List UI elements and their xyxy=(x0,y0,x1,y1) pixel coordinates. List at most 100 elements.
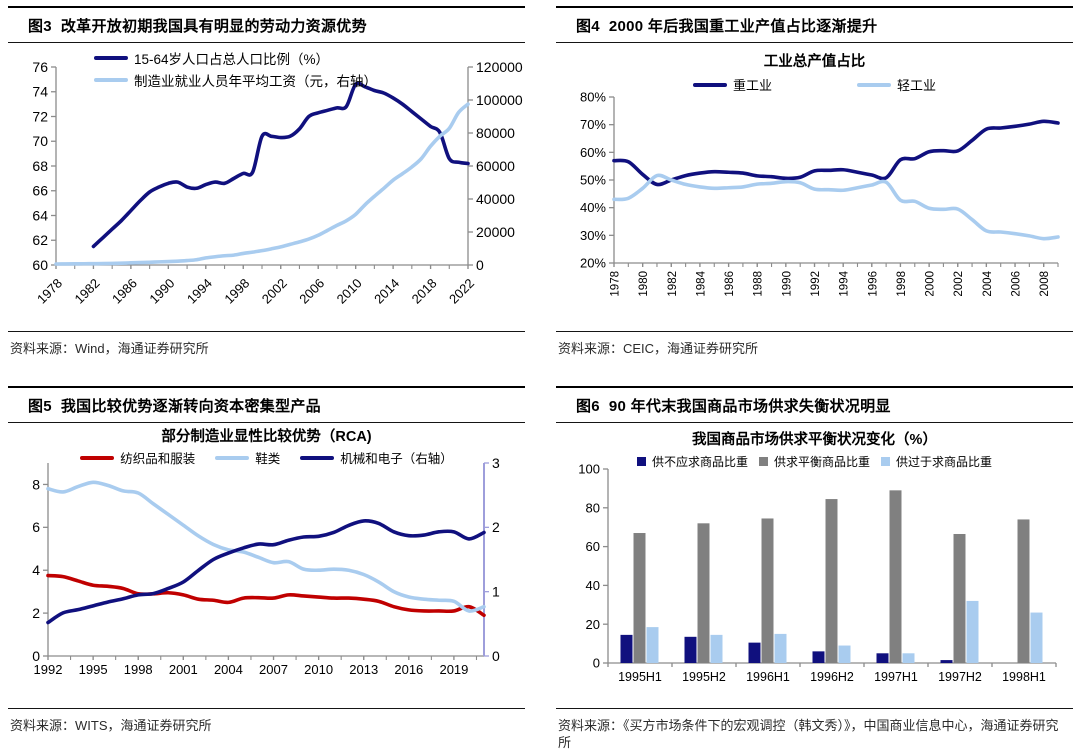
svg-text:2019: 2019 xyxy=(439,662,468,677)
figure-5-legend: 纺织品和服装 鞋类 机械和电子（右轴） xyxy=(8,448,525,467)
figure-6-source-note: 资料来源：《买方市场条件下的宏观调控（韩文秀）》，中国商业信息中心，海通证券研究… xyxy=(558,718,1059,750)
svg-text:2016: 2016 xyxy=(394,662,423,677)
svg-text:1982: 1982 xyxy=(72,276,103,307)
svg-text:70%: 70% xyxy=(580,117,606,132)
svg-text:40: 40 xyxy=(586,578,600,593)
figure-6-legend: 供不应求商品比重 供求平衡商品比重 供过于求商品比重 xyxy=(556,453,1073,470)
svg-text:0: 0 xyxy=(476,257,484,273)
svg-text:20: 20 xyxy=(586,617,600,632)
svg-text:1: 1 xyxy=(492,584,500,600)
svg-text:2: 2 xyxy=(32,605,40,621)
chart-bottom-rule xyxy=(556,331,1073,332)
svg-text:2002: 2002 xyxy=(259,276,290,307)
figure-6-chart-svg: 0 20 40 60 80 100 1995H1 1995H2 1996H1 1996H2 1997… xyxy=(578,462,1057,684)
svg-text:0: 0 xyxy=(593,656,600,671)
svg-text:74: 74 xyxy=(32,84,48,100)
svg-text:1996H1: 1996H1 xyxy=(746,670,790,684)
figure-5-chart: 0 2 4 6 8 0 1 2 3 1992 1995 1998 2001 2004 2007 2010 201… xyxy=(8,423,525,708)
svg-text:50%: 50% xyxy=(580,173,606,188)
title-divider xyxy=(8,422,525,423)
svg-text:1998: 1998 xyxy=(896,271,908,297)
legend-swatch-icon xyxy=(857,82,891,87)
svg-text:100000: 100000 xyxy=(476,92,523,108)
svg-text:1992: 1992 xyxy=(810,271,822,297)
svg-text:2001: 2001 xyxy=(169,662,198,677)
legend-item: 机械和电子（右轴） xyxy=(300,448,453,467)
title-divider xyxy=(556,42,1073,43)
legend-label: 供过于求商品比重 xyxy=(896,455,993,469)
svg-text:8: 8 xyxy=(32,476,40,492)
chart-title: 我国商品市场供求平衡状况变化（%） xyxy=(692,432,937,448)
legend-item: 轻工业 xyxy=(857,75,936,94)
svg-text:1998: 1998 xyxy=(221,276,252,307)
svg-text:72: 72 xyxy=(32,108,48,124)
svg-text:1995H2: 1995H2 xyxy=(682,670,726,684)
panel-top-rule xyxy=(8,6,525,8)
legend-item: 供不应求商品比重 xyxy=(636,453,748,470)
figure-3-source-note: 资料来源：Wind，海通证券研究所 xyxy=(10,341,209,356)
figure-3-title: 图3 改革开放初期我国具有明显的劳动力资源优势 xyxy=(28,18,367,35)
svg-text:66: 66 xyxy=(32,183,48,199)
legend-label: 供求平衡商品比重 xyxy=(773,455,870,469)
legend-item: 供求平衡商品比重 xyxy=(758,453,870,470)
svg-text:1997H2: 1997H2 xyxy=(938,670,982,684)
svg-text:64: 64 xyxy=(32,207,48,223)
svg-text:1982: 1982 xyxy=(667,271,679,297)
svg-text:80%: 80% xyxy=(580,90,606,105)
svg-text:3: 3 xyxy=(492,455,500,471)
figure-4-chart-svg: 20% 30% 40% 50% 60% 70% 80% 1978 1980 1982 1984 198… xyxy=(580,90,1060,297)
legend-item: 鞋类 xyxy=(215,448,280,467)
figure-4-source-note: 资料来源：CEIC，海通证券研究所 xyxy=(558,341,759,356)
figure-3-panel: 图3 改革开放初期我国具有明显的劳动力资源优势 60 62 64 66 68 70 72 74… xyxy=(8,6,525,357)
svg-text:2004: 2004 xyxy=(214,662,243,677)
legend-item: 制造业就业人员年平均工资（元，右轴） xyxy=(94,70,377,90)
legend-label: 鞋类 xyxy=(255,452,281,466)
legend-label: 供不应求商品比重 xyxy=(651,455,748,469)
figure-6-panel: 图6 90 年代末我国商品市场供求失衡状况明显 0 20 40 60 80 100 1995… xyxy=(556,386,1073,751)
svg-text:2008: 2008 xyxy=(1039,271,1051,297)
svg-text:1990: 1990 xyxy=(781,271,793,297)
svg-text:62: 62 xyxy=(32,232,48,248)
panel-top-rule xyxy=(556,6,1073,8)
title-divider xyxy=(556,422,1073,423)
legend-swatch-icon xyxy=(881,457,890,466)
figure-5-source-note: 资料来源：WITS，海通证券研究所 xyxy=(10,718,212,733)
svg-text:0: 0 xyxy=(492,648,500,664)
svg-text:30%: 30% xyxy=(580,228,606,243)
svg-text:1986: 1986 xyxy=(724,271,736,297)
svg-text:1996: 1996 xyxy=(867,271,879,297)
figure-4-legend: 重工业 轻工业 xyxy=(556,75,1073,94)
figure-5-panel: 图5 我国比较优势逐渐转向资本密集型产品 0 2 4 6 8 0 1 2 3 1992 1995 19… xyxy=(8,386,525,734)
svg-text:1992: 1992 xyxy=(34,662,63,677)
figure-5-title: 图5 我国比较优势逐渐转向资本密集型产品 xyxy=(28,398,321,415)
svg-text:1997H1: 1997H1 xyxy=(874,670,918,684)
svg-text:60000: 60000 xyxy=(476,158,515,174)
title-divider xyxy=(8,42,525,43)
svg-text:1988: 1988 xyxy=(753,271,765,297)
chart-bottom-rule xyxy=(556,708,1073,709)
svg-text:80: 80 xyxy=(586,500,600,515)
svg-text:1995: 1995 xyxy=(79,662,108,677)
legend-label: 纺织品和服装 xyxy=(120,452,196,466)
svg-text:1994: 1994 xyxy=(839,270,851,296)
svg-text:1995H1: 1995H1 xyxy=(618,670,662,684)
svg-text:2010: 2010 xyxy=(334,276,365,307)
figure-3-chart: 60 62 64 66 68 70 72 74 76 0 20000 40000 60000 80000 1… xyxy=(8,43,525,331)
svg-text:4: 4 xyxy=(32,562,40,578)
svg-text:2013: 2013 xyxy=(349,662,378,677)
svg-text:1980: 1980 xyxy=(638,271,650,297)
chart-title: 工业总产值占比 xyxy=(763,54,866,70)
svg-text:1978: 1978 xyxy=(34,276,65,307)
svg-text:1994: 1994 xyxy=(184,276,215,307)
legend-item: 15-64岁人口占总人口比例（%） xyxy=(94,48,329,68)
panel-top-rule xyxy=(556,386,1073,388)
svg-text:2014: 2014 xyxy=(371,276,402,307)
legend-label: 轻工业 xyxy=(897,78,937,93)
svg-text:68: 68 xyxy=(32,158,48,174)
svg-text:20%: 20% xyxy=(580,256,606,271)
legend-swatch-icon xyxy=(94,78,128,82)
svg-text:1998H1: 1998H1 xyxy=(1002,670,1046,684)
chart-bottom-rule xyxy=(8,331,525,332)
svg-text:60: 60 xyxy=(32,257,48,273)
svg-text:80000: 80000 xyxy=(476,125,515,141)
